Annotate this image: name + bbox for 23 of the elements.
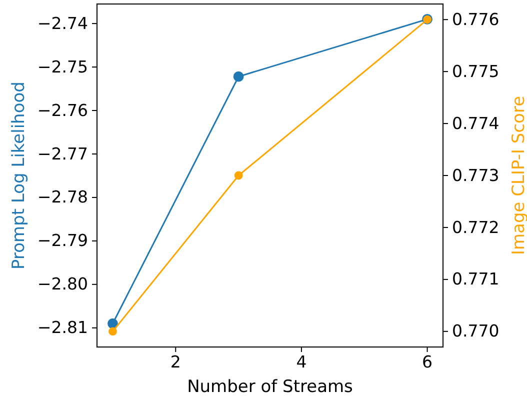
y-tick-label: −2.78	[37, 188, 88, 207]
y2-tick-label: 0.774	[452, 114, 500, 133]
point	[108, 327, 117, 336]
x-tick-label: 6	[422, 352, 433, 372]
y2-tick-label: 0.776	[452, 10, 500, 29]
y-tick-label: −2.80	[37, 274, 88, 294]
y2-tick-label: 0.773	[452, 166, 500, 185]
x-tick-label: 2	[170, 352, 181, 372]
y-axis-title: Prompt Log Likelihood	[9, 82, 29, 270]
y2-tick-label: 0.772	[452, 218, 500, 237]
y-tick-label: −2.76	[37, 100, 88, 120]
y2-tick-label: 0.771	[452, 270, 500, 289]
y-tick-label: −2.75	[37, 57, 88, 76]
y2-tick-label: 0.770	[452, 322, 500, 341]
x-tick-label: 4	[296, 352, 307, 372]
y-tick-label: −2.81	[37, 318, 88, 338]
y-tick-label: −2.77	[37, 144, 88, 164]
point	[234, 171, 243, 180]
y-tick-label: −2.79	[37, 231, 88, 250]
point	[233, 71, 244, 82]
y2-tick-label: 0.775	[452, 62, 500, 81]
x-axis-title: Number of Streams	[187, 377, 354, 397]
y-tick-label: −2.74	[37, 14, 88, 33]
